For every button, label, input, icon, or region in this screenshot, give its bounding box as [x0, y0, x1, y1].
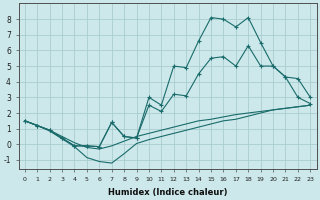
X-axis label: Humidex (Indice chaleur): Humidex (Indice chaleur) [108, 188, 227, 197]
